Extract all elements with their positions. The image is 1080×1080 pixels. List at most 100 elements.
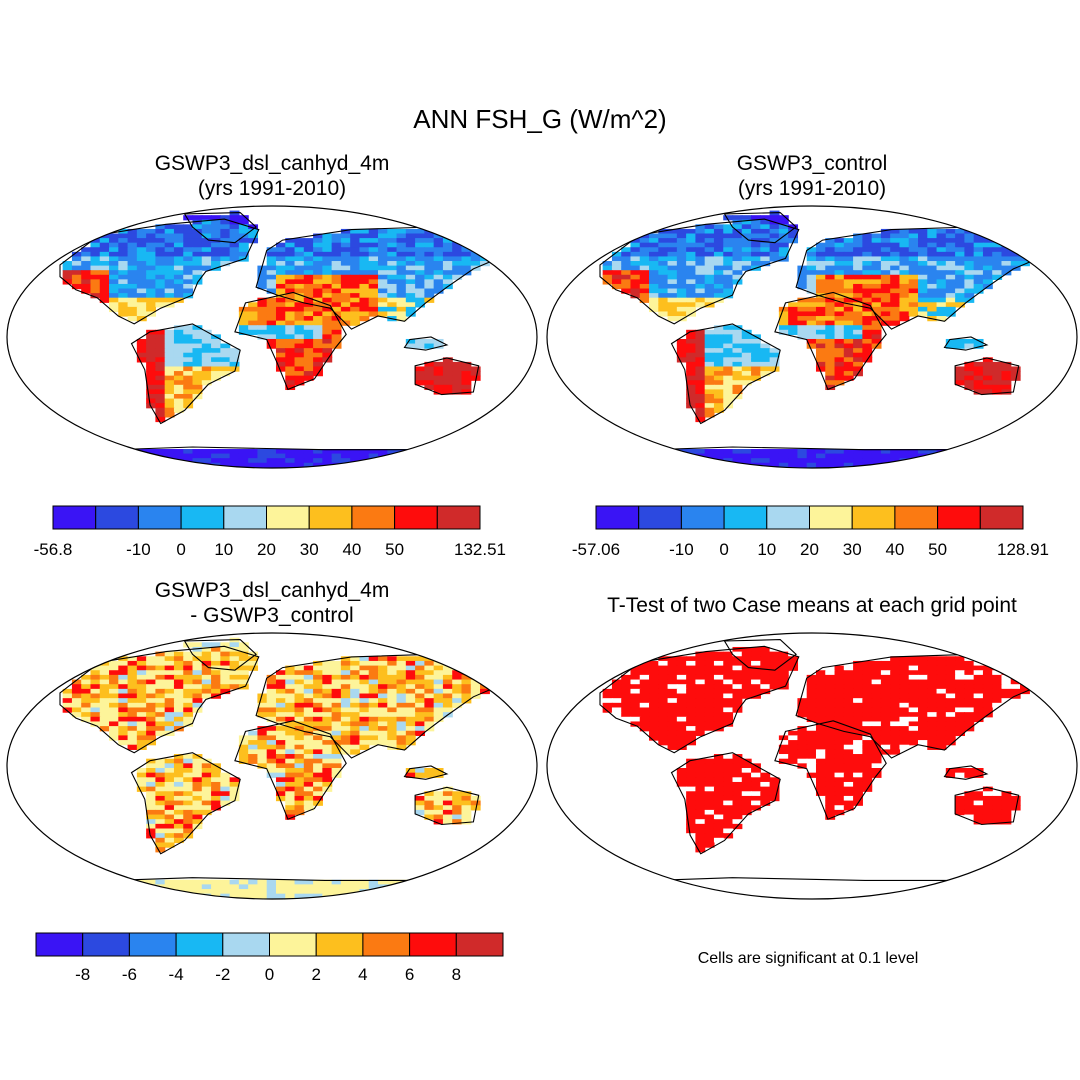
grid-cell — [313, 749, 323, 755]
grid-cell — [378, 670, 388, 676]
grid-cell — [313, 343, 323, 349]
grid-cell — [945, 674, 956, 681]
grid-cell — [649, 721, 659, 727]
grid-cell — [667, 707, 678, 713]
grid-cell — [843, 371, 854, 377]
grid-cell — [90, 712, 101, 718]
grid-cell — [862, 297, 873, 303]
grid-cell — [424, 238, 435, 244]
grid-cell — [442, 791, 453, 797]
grid-cell — [322, 754, 333, 760]
grid-cell — [359, 449, 370, 455]
grid-cell — [294, 684, 305, 690]
grid-cell — [405, 265, 416, 271]
grid-cell — [192, 800, 203, 806]
grid-cell — [778, 247, 789, 253]
grid-cell — [955, 302, 965, 308]
grid-cell — [686, 352, 697, 358]
grid-cell — [396, 679, 407, 685]
grid-cell — [415, 297, 425, 303]
grid-cell — [71, 879, 82, 885]
grid-cell — [704, 656, 715, 662]
grid-cell — [593, 453, 604, 459]
grid-cell — [238, 740, 249, 746]
grid-cell — [862, 334, 873, 340]
grid-cell — [313, 453, 323, 459]
grid-cell — [183, 256, 194, 262]
grid-cell — [155, 665, 166, 671]
grid-cell — [109, 716, 119, 723]
grid-cell — [918, 458, 928, 464]
grid-cell — [908, 283, 919, 290]
grid-cell — [118, 302, 129, 308]
grid-cell — [797, 316, 808, 322]
grid-cell — [751, 674, 761, 681]
grid-cell — [667, 726, 678, 732]
grid-cell — [424, 665, 435, 671]
grid-cell — [964, 242, 975, 248]
grid-cell — [964, 458, 975, 464]
grid-cell — [387, 265, 398, 271]
grid-cell — [415, 449, 425, 455]
grid-cell — [880, 270, 891, 276]
grid-cell — [303, 740, 314, 746]
grid-cell — [853, 348, 863, 354]
grid-cell — [155, 270, 166, 276]
grid-cell — [815, 735, 826, 741]
grid-cell — [704, 334, 715, 340]
grid-cell — [294, 893, 305, 899]
grid-cell — [815, 679, 826, 685]
grid-cell — [146, 361, 157, 368]
grid-cell — [797, 744, 808, 750]
grid-cell — [806, 716, 817, 723]
grid-cell — [713, 375, 724, 381]
grid-cell — [908, 893, 919, 899]
grid-cell — [676, 302, 687, 308]
colorbar-swatch — [436, 505, 481, 530]
grid-cell — [294, 795, 305, 802]
grid-cell — [639, 665, 650, 671]
grid-cell — [630, 261, 641, 267]
grid-cell — [211, 781, 221, 788]
grid-cell — [825, 758, 836, 764]
grid-cell — [313, 730, 323, 737]
grid-cell — [1001, 665, 1012, 671]
grid-cell — [723, 375, 734, 381]
grid-cell — [396, 256, 407, 262]
grid-cell — [908, 712, 919, 718]
grid-cell — [340, 261, 351, 267]
grid-cell — [695, 389, 706, 395]
grid-cell — [183, 288, 194, 294]
grid-cell — [927, 247, 938, 253]
grid-cell — [173, 361, 184, 368]
grid-cell — [452, 261, 463, 267]
grid-cell — [211, 224, 221, 230]
grid-cell — [470, 795, 481, 802]
grid-cell — [778, 325, 789, 331]
grid-cell — [201, 665, 212, 671]
grid-cell — [396, 242, 407, 248]
grid-cell — [825, 744, 836, 750]
grid-cell — [396, 884, 407, 890]
grid-cell — [973, 707, 984, 713]
grid-cell — [723, 215, 734, 221]
grid-cell — [155, 670, 166, 676]
grid-cell — [164, 380, 175, 386]
grid-cell — [136, 712, 147, 718]
grid-cell — [378, 293, 388, 299]
grid-cell — [303, 329, 314, 335]
grid-cell — [164, 842, 175, 848]
grid-cell — [658, 889, 669, 895]
grid-cell — [136, 716, 147, 723]
grid-cell — [303, 805, 314, 811]
grid-cell — [760, 361, 771, 368]
grid-cell — [183, 375, 194, 381]
grid-cell — [387, 242, 398, 248]
grid-cell — [211, 247, 221, 253]
grid-cell — [676, 730, 687, 737]
grid-cell — [173, 228, 184, 235]
grid-cell — [676, 693, 687, 699]
grid-cell — [871, 265, 882, 271]
grid-cell — [415, 889, 425, 895]
grid-cell — [359, 293, 370, 299]
